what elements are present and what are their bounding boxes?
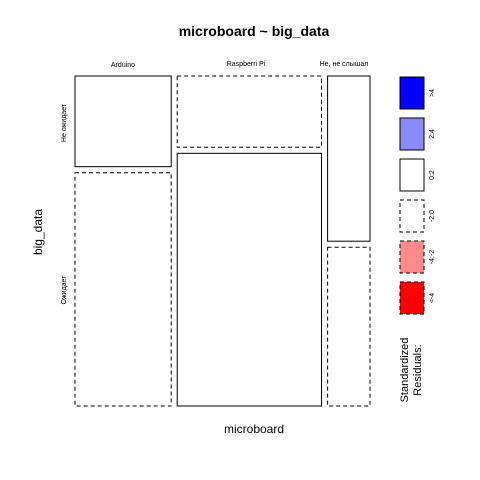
legend-swatch-3 xyxy=(400,200,424,232)
legend-swatch-5 xyxy=(400,282,424,314)
legend-title-line1: Standardized xyxy=(399,338,411,403)
column-label-raspberry-pi: Raspberri Pi xyxy=(227,61,266,68)
column-labels: Arduino Raspberri Pi Не, не слышал xyxy=(111,61,368,69)
mosaic-tiles xyxy=(75,76,370,406)
row-label-ne-ozhidaet: Не ожидает xyxy=(61,103,68,142)
legend-swatch-2 xyxy=(400,159,424,191)
mosaic-tile-2-1 xyxy=(328,247,370,406)
legend-label-2: 0:2 xyxy=(429,170,436,180)
legend-title-line2: Residuals: xyxy=(412,344,424,395)
legend-swatch-0 xyxy=(400,77,424,109)
x-axis-label: microboard xyxy=(224,422,284,436)
mosaic-tile-0-0 xyxy=(75,76,171,167)
mosaic-tile-2-0 xyxy=(328,76,370,241)
legend: >4 2:4 0:2 -2:0 -4:-2 <-4 Standardized Residu… xyxy=(399,77,436,402)
row-label-ozhidaet: Ожидает xyxy=(61,275,68,305)
column-label-arduino: Arduino xyxy=(111,62,135,69)
y-axis-label: big_data xyxy=(31,209,45,255)
mosaic-tile-1-1 xyxy=(177,153,321,406)
mosaic-tile-0-1 xyxy=(75,173,171,406)
row-labels: Не ожидает Ожидает xyxy=(61,103,68,304)
legend-boxes: >4 2:4 0:2 -2:0 -4:-2 <-4 xyxy=(400,77,436,314)
chart-title: microboard ~ big_data xyxy=(179,23,330,39)
legend-label-5: <-4 xyxy=(429,293,436,303)
legend-label-1: 2:4 xyxy=(429,129,436,139)
mosaic-tile-1-0 xyxy=(177,76,321,147)
legend-label-0: >4 xyxy=(429,89,436,97)
legend-label-4: -4:-2 xyxy=(429,250,436,265)
column-label-ne-slyshal: Не, не слышал xyxy=(320,61,369,68)
legend-label-3: -2:0 xyxy=(429,210,436,222)
legend-swatch-1 xyxy=(400,118,424,150)
legend-swatch-4 xyxy=(400,241,424,273)
